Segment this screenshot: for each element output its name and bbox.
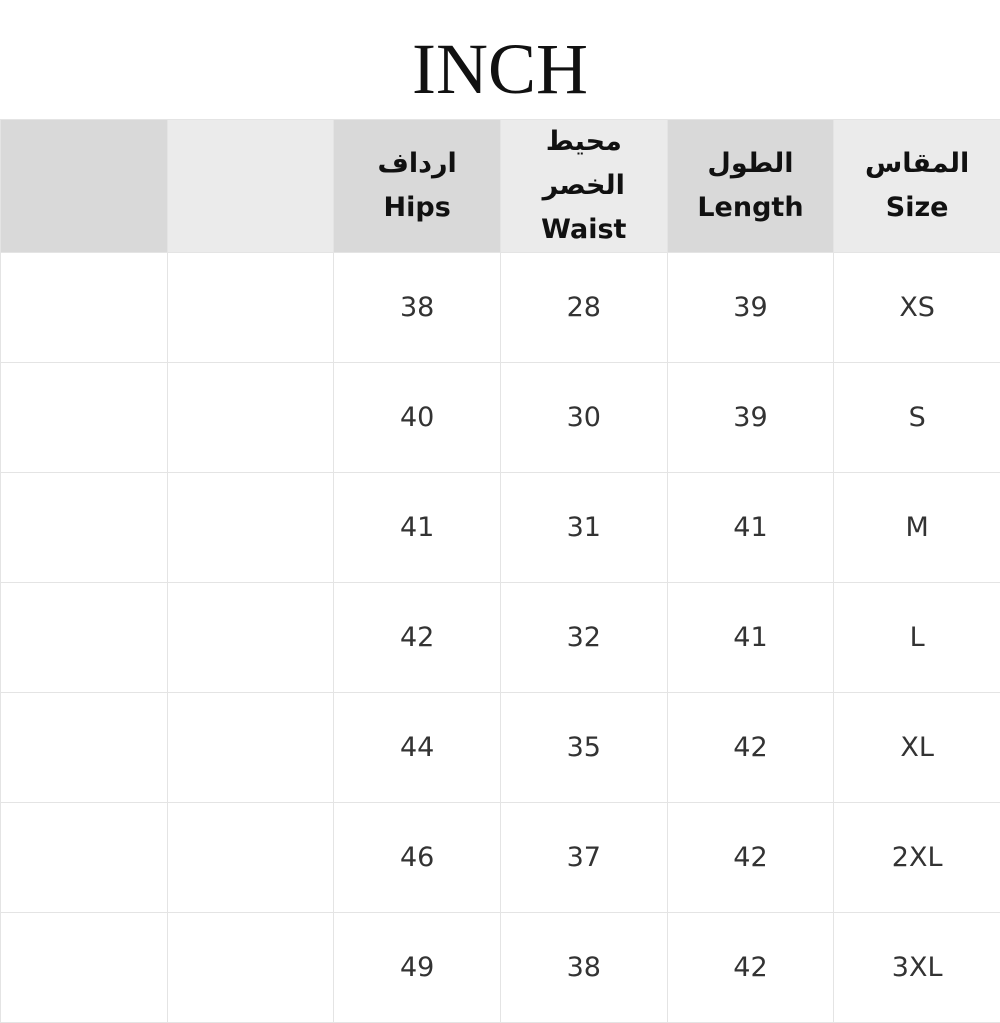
cell-length: 39 — [667, 363, 834, 473]
header-arabic-label: محيط الخصر — [501, 120, 667, 208]
cell-blank-1 — [1, 693, 168, 803]
cell-waist: 37 — [500, 803, 667, 913]
cell-blank-1 — [1, 473, 168, 583]
cell-length: 42 — [667, 803, 834, 913]
header-english-label: Size — [834, 186, 1000, 230]
cell-blank-1 — [1, 913, 168, 1023]
header-blank-2 — [167, 120, 334, 253]
cell-length: 42 — [667, 913, 834, 1023]
cell-waist: 31 — [500, 473, 667, 583]
cell-waist: 30 — [500, 363, 667, 473]
cell-blank-2 — [167, 253, 334, 363]
cell-waist: 38 — [500, 913, 667, 1023]
cell-blank-2 — [167, 473, 334, 583]
header-arabic-label: الطول — [668, 142, 834, 186]
header-arabic-label: المقاس — [834, 142, 1000, 186]
cell-blank-1 — [1, 253, 168, 363]
cell-hips: 38 — [334, 253, 501, 363]
cell-hips: 44 — [334, 693, 501, 803]
cell-length: 41 — [667, 583, 834, 693]
cell-size: 2XL — [834, 803, 1000, 913]
cell-hips: 40 — [334, 363, 501, 473]
cell-hips: 41 — [334, 473, 501, 583]
cell-length: 41 — [667, 473, 834, 583]
cell-length: 42 — [667, 693, 834, 803]
cell-size: XL — [834, 693, 1000, 803]
cell-length: 39 — [667, 253, 834, 363]
page-title: INCH — [0, 24, 1000, 114]
cell-size: L — [834, 583, 1000, 693]
cell-size: S — [834, 363, 1000, 473]
cell-blank-2 — [167, 583, 334, 693]
cell-size: M — [834, 473, 1000, 583]
cell-blank-1 — [1, 803, 168, 913]
cell-blank-2 — [167, 693, 334, 803]
header-arabic-label: ارداف — [334, 142, 500, 186]
header-blank-1 — [1, 120, 168, 253]
cell-size: 3XL — [834, 913, 1000, 1023]
cell-hips: 49 — [334, 913, 501, 1023]
cell-blank-1 — [1, 363, 168, 473]
header-english-label: Waist — [501, 208, 667, 252]
header-english-label: Length — [668, 186, 834, 230]
cell-blank-1 — [1, 583, 168, 693]
cell-waist: 28 — [500, 253, 667, 363]
cell-size: XS — [834, 253, 1000, 363]
cell-blank-2 — [167, 803, 334, 913]
cell-hips: 46 — [334, 803, 501, 913]
header-english-label: Hips — [334, 186, 500, 230]
cell-blank-2 — [167, 363, 334, 473]
cell-blank-2 — [167, 913, 334, 1023]
cell-waist: 32 — [500, 583, 667, 693]
cell-hips: 42 — [334, 583, 501, 693]
cell-waist: 35 — [500, 693, 667, 803]
